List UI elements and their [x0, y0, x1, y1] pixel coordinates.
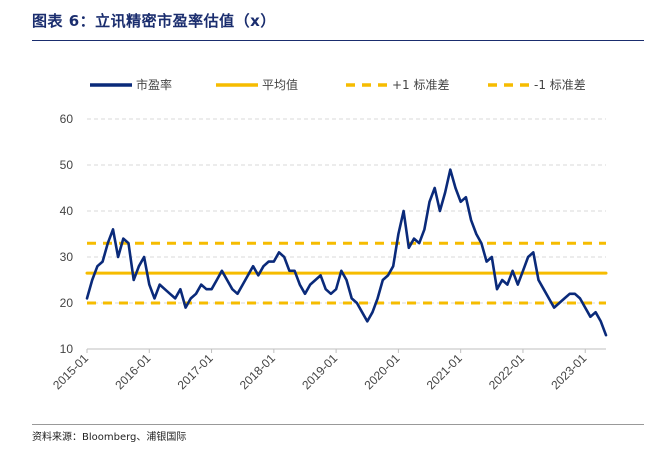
- x-tick-label-2015-01: 2015-01: [50, 351, 91, 392]
- series-line-0: [85, 168, 608, 337]
- legend-label-2: +1 标准差: [392, 78, 450, 92]
- axes: 10 20 30 40 50 60 2015-01 2016-01 2017-01 2018-01…: [50, 112, 606, 392]
- legend-label-1: 平均值: [262, 77, 298, 92]
- y-tick-label-40: 40: [60, 204, 74, 218]
- y-tick-label-60: 60: [60, 112, 74, 126]
- legend: 市盈率 平均值 +1 标准差 -1 标准差: [90, 77, 586, 92]
- gridlines: [87, 118, 606, 304]
- x-tick-label-2016-01: 2016-01: [112, 351, 153, 392]
- source-note: 资料来源：Bloomberg、浦银国际: [32, 432, 187, 443]
- x-tick-label-2019-01: 2019-01: [299, 351, 340, 392]
- x-tick-label-2021-01: 2021-01: [424, 351, 465, 392]
- footer-divider: [32, 424, 644, 425]
- x-tick-label-2018-01: 2018-01: [237, 351, 278, 392]
- y-tick-label-50: 50: [60, 158, 74, 172]
- x-tick-label-2023-01: 2023-01: [548, 351, 589, 392]
- y-tick-label-30: 30: [60, 250, 74, 264]
- x-tick-label-2022-01: 2022-01: [486, 351, 527, 392]
- legend-label-3: -1 标准差: [534, 78, 586, 92]
- reference-lines: [85, 241, 608, 305]
- x-tick-label-2020-01: 2020-01: [361, 351, 402, 392]
- legend-label-0: 市盈率: [136, 77, 172, 92]
- y-tick-label-20: 20: [60, 296, 74, 310]
- pe-series: [85, 168, 608, 337]
- x-tick-label-2017-01: 2017-01: [175, 351, 216, 392]
- y-tick-label-10: 10: [60, 342, 74, 356]
- title-divider: [32, 40, 644, 41]
- chart-title: 图表 6：立讯精密市盈率估值（x）: [32, 12, 276, 30]
